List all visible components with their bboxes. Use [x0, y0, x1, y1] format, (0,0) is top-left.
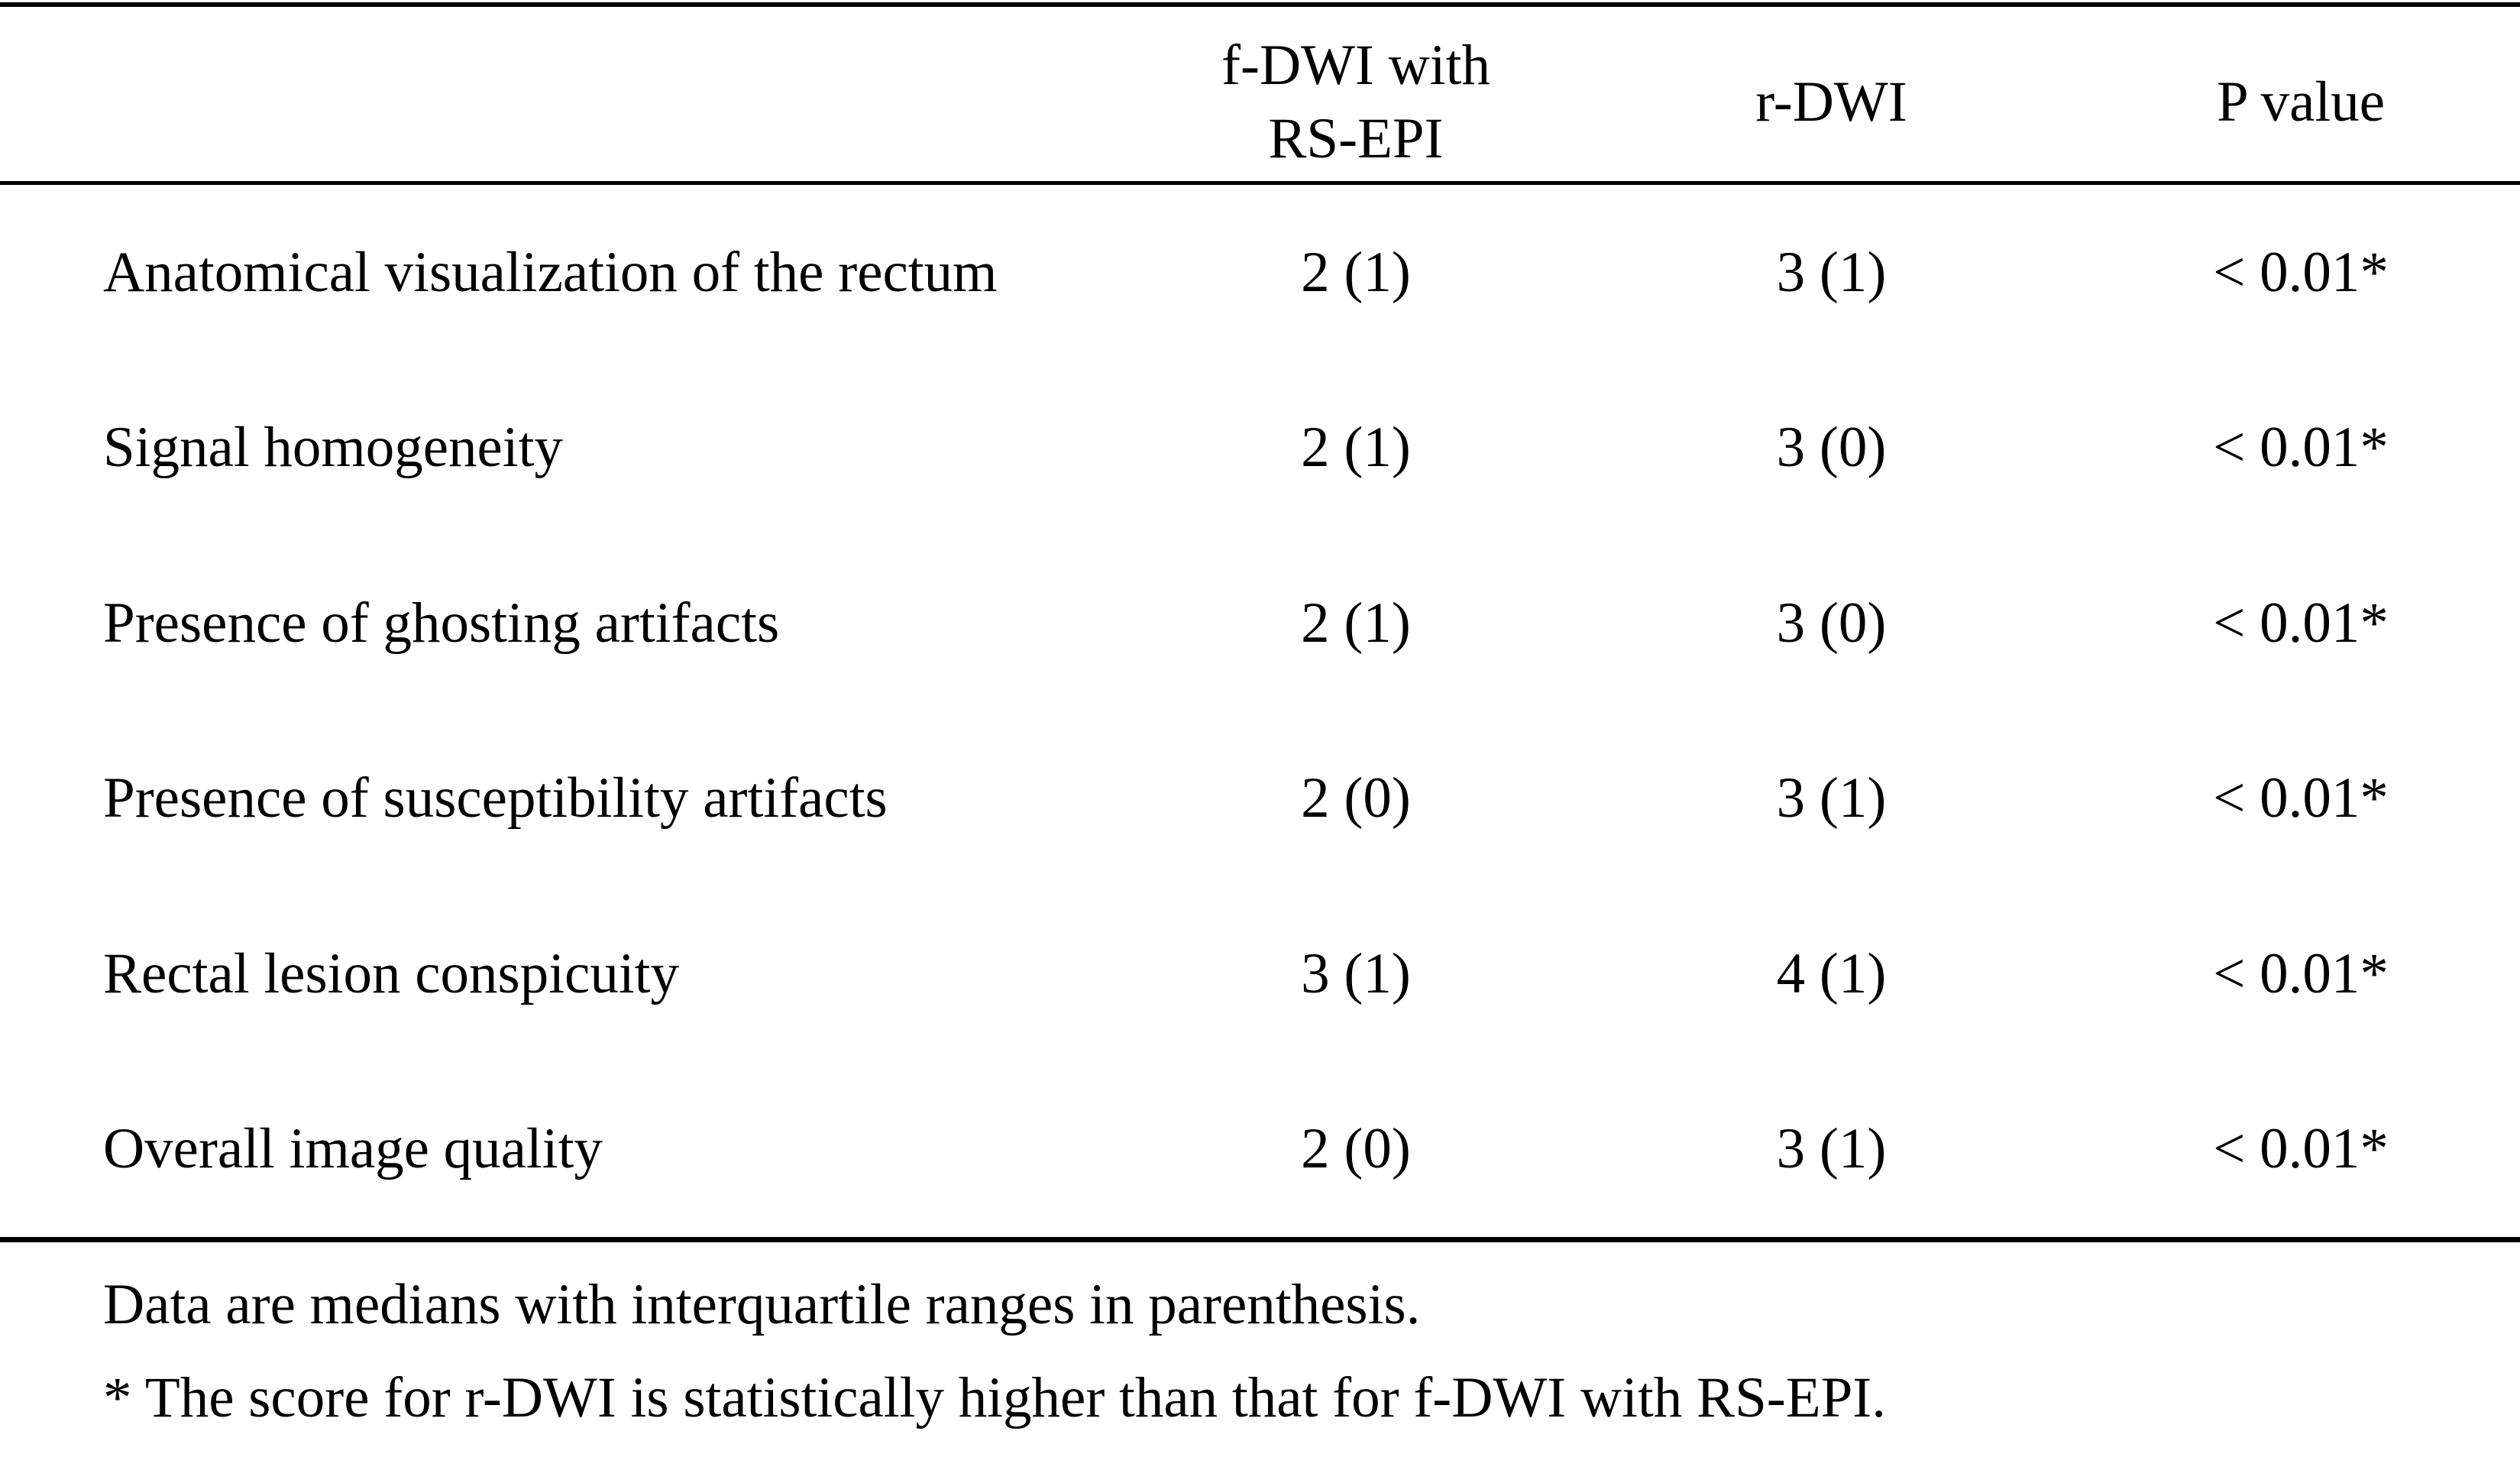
table-row: Presence of ghosting artifacts 2 (1) 3 (…: [0, 536, 2520, 711]
row-label: Overall image quality: [103, 1117, 603, 1181]
table-header-row: f-DWI with RS-EPI r-DWI P value: [0, 7, 2520, 181]
header-pvalue: P value: [2216, 70, 2386, 134]
table-footnotes: Data are medians with interquartile rang…: [0, 1258, 2520, 1445]
table-top-rule: [0, 2, 2520, 7]
header-fdwi-line2: RS-EPI: [1268, 107, 1444, 170]
rdwi-value: 3 (1): [1776, 1117, 1887, 1181]
p-value: < 0.01*: [2213, 1117, 2389, 1181]
header-fdwi-rsepi: f-DWI with RS-EPI: [1131, 29, 1581, 176]
p-value: < 0.01*: [2213, 240, 2389, 304]
footnote-significance: * The score for r-DWI is statistically h…: [103, 1366, 1887, 1430]
fdwi-rsepi-value: 2 (0): [1301, 766, 1411, 831]
header-fdwi-line1: f-DWI with: [1221, 34, 1490, 97]
footnote-medians: Data are medians with interquartile rang…: [103, 1273, 1421, 1336]
fdwi-rsepi-value: 2 (1): [1301, 240, 1411, 304]
p-value: < 0.01*: [2213, 591, 2389, 655]
rdwi-value: 3 (1): [1776, 766, 1887, 831]
table-row: Anatomical visualization of the rectum 2…: [0, 185, 2520, 361]
fdwi-rsepi-value: 3 (1): [1301, 941, 1411, 1005]
row-label: Presence of susceptibility artifacts: [103, 766, 888, 831]
table-row: Presence of susceptibility artifacts 2 (…: [0, 711, 2520, 887]
row-label: Signal homogeneity: [103, 416, 564, 480]
table-row: Signal homogeneity 2 (1) 3 (0) < 0.01*: [0, 361, 2520, 536]
p-value: < 0.01*: [2213, 766, 2389, 831]
p-value: < 0.01*: [2213, 416, 2389, 480]
table-bottom-rule: [0, 1237, 2520, 1242]
table-body: Anatomical visualization of the rectum 2…: [0, 185, 2520, 1237]
row-label: Presence of ghosting artifacts: [103, 591, 780, 655]
rdwi-value: 3 (0): [1776, 591, 1887, 655]
rdwi-value: 4 (1): [1776, 941, 1887, 1005]
fdwi-rsepi-value: 2 (0): [1301, 1117, 1411, 1181]
table-row: Rectal lesion conspicuity 3 (1) 4 (1) < …: [0, 886, 2520, 1062]
header-rdwi: r-DWI: [1755, 70, 1907, 134]
rdwi-value: 3 (0): [1776, 416, 1887, 480]
row-label: Rectal lesion conspicuity: [103, 941, 679, 1005]
p-value: < 0.01*: [2213, 941, 2389, 1005]
table-row: Overall image quality 2 (0) 3 (1) < 0.01…: [0, 1062, 2520, 1238]
fdwi-rsepi-value: 2 (1): [1301, 591, 1411, 655]
table-header-separator-rule: [0, 181, 2520, 185]
row-label: Anatomical visualization of the rectum: [103, 240, 998, 304]
rdwi-value: 3 (1): [1776, 240, 1887, 304]
fdwi-rsepi-value: 2 (1): [1301, 416, 1411, 480]
